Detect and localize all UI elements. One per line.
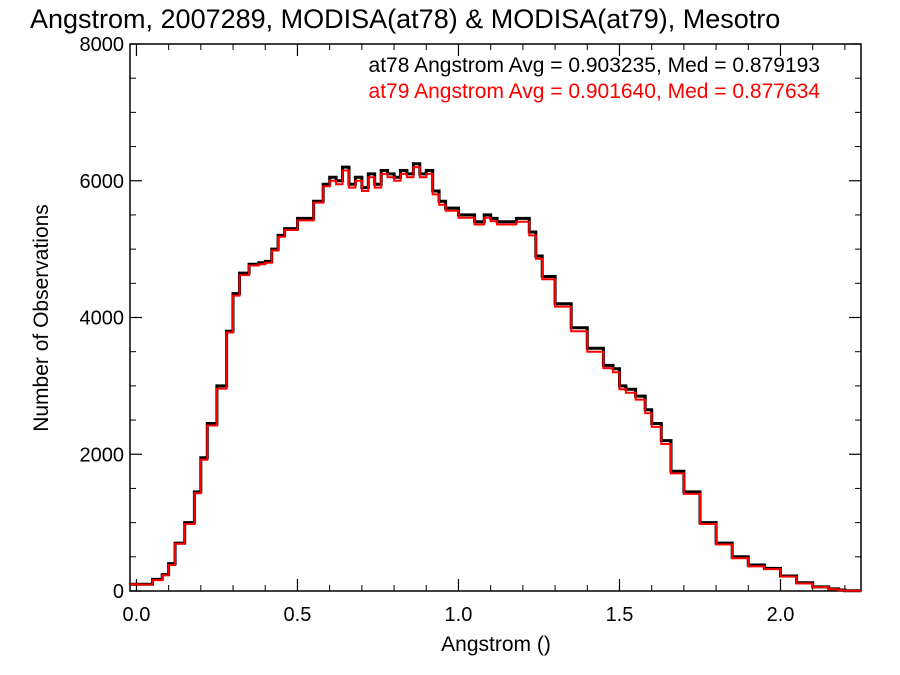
series-group [130,162,861,593]
x-tick-label: 1.0 [445,604,473,626]
y-tick-label: 2000 [80,444,125,466]
series-line-at78 [130,162,861,593]
x-tick-label: 2.0 [767,604,795,626]
chart-title: Angstrom, 2007289, MODISA(at78) & MODISA… [30,4,780,34]
y-tick-label: 6000 [80,171,125,193]
y-tick-label: 8000 [80,34,125,56]
plot-frame [129,43,862,592]
x-tick-label: 1.5 [606,604,634,626]
at78-stats-annotation: at78 Angstrom Avg = 0.903235, Med = 0.87… [369,54,820,77]
y-axis-label: Number of Observations [30,204,53,432]
x-axis: 0.0 0.5 1.0 1.5 2.0 [123,44,846,626]
y-tick-label: 0 [113,581,124,603]
y-axis: 0 2000 4000 6000 8000 [80,34,861,603]
x-tick-label: 0.0 [123,604,151,626]
y-tick-label: 4000 [80,308,125,330]
at79-stats-annotation: at79 Angstrom Avg = 0.901640, Med = 0.87… [369,80,821,103]
x-axis-label: Angstrom () [441,633,551,656]
series-line-at79 [130,166,861,592]
x-tick-label: 0.5 [284,604,312,626]
